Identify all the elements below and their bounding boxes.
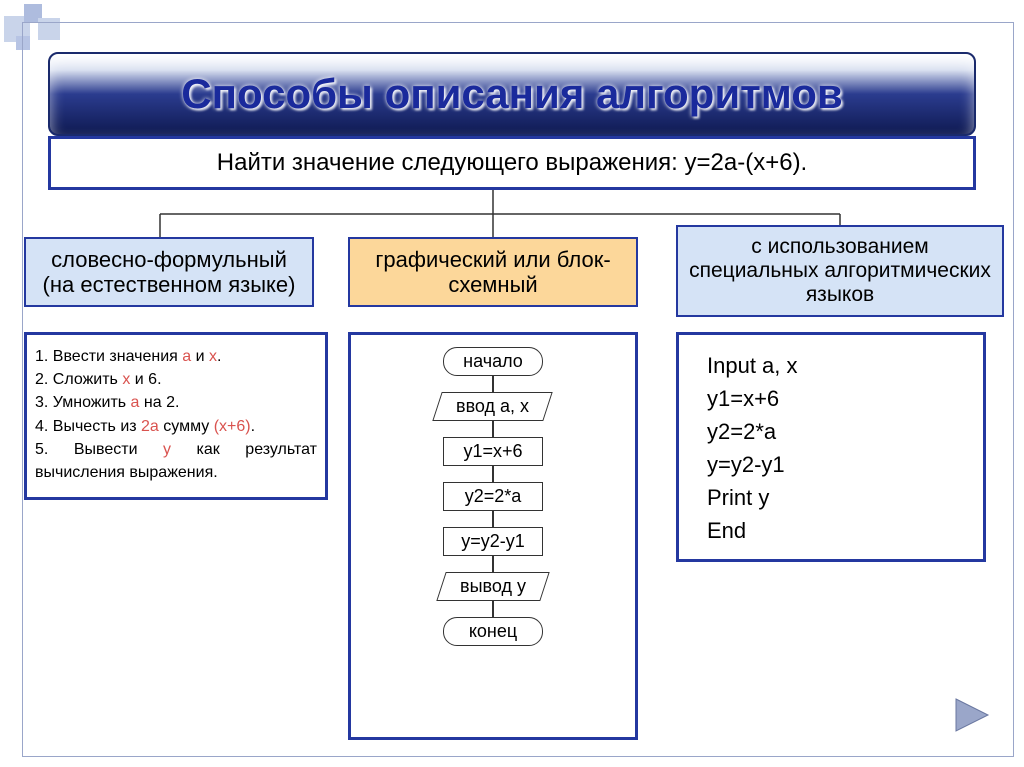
code-line: y=y2-y1 bbox=[707, 448, 955, 481]
method-label: словесно-формульный (на естественном язы… bbox=[32, 247, 306, 298]
code-line: End bbox=[707, 514, 955, 547]
flowchart-node-p3: y=y2-y1 bbox=[443, 527, 543, 556]
method-label: с использованием специальных алгоритмиче… bbox=[684, 235, 996, 307]
task-text: Найти значение следующего выражения: y=2… bbox=[217, 149, 807, 177]
flowchart-node-end: конец bbox=[443, 617, 543, 646]
task-box: Найти значение следующего выражения: y=2… bbox=[48, 136, 976, 190]
title-bar: Способы описания алгоритмов bbox=[48, 52, 976, 136]
method-label: графический или блок-схемный bbox=[356, 247, 630, 298]
arrow-right-icon bbox=[950, 693, 994, 737]
method-box-graphic: графический или блок-схемный bbox=[348, 237, 638, 307]
code-line: Print y bbox=[707, 481, 955, 514]
method-box-language: с использованием специальных алгоритмиче… bbox=[676, 225, 1004, 317]
flowchart-connector bbox=[492, 511, 494, 527]
flowchart-connector bbox=[492, 601, 494, 617]
page-title: Способы описания алгоритмов bbox=[181, 70, 842, 118]
flowchart-box: начало ввод a, x y1=x+6 y2=2*a y=y2-y1 вывод … bbox=[348, 332, 638, 740]
code-line: y1=x+6 bbox=[707, 382, 955, 415]
flowchart-node-p2: y2=2*a bbox=[443, 482, 543, 511]
flowchart-node-p1: y1=x+6 bbox=[443, 437, 543, 466]
verbal-step: 1. Ввести значения a и x. bbox=[35, 345, 317, 368]
verbal-step: 4. Вычесть из 2a сумму (x+6). bbox=[35, 415, 317, 438]
verbal-step: 2. Сложить x и 6. bbox=[35, 368, 317, 391]
flowchart-node-output: вывод y bbox=[436, 572, 549, 601]
flowchart-connector bbox=[492, 466, 494, 482]
verbal-description-box: 1. Ввести значения a и x.2. Сложить x и … bbox=[24, 332, 328, 500]
code-line: Input a, x bbox=[707, 349, 955, 382]
flowchart-connector bbox=[492, 556, 494, 572]
code-box: Input a, xy1=x+6y2=2*ay=y2-y1Print yEnd bbox=[676, 332, 986, 562]
flowchart: начало ввод a, x y1=x+6 y2=2*a y=y2-y1 вывод … bbox=[351, 335, 635, 737]
flowchart-connector bbox=[492, 376, 494, 392]
verbal-step: 5. Вывести y как результат вычисления вы… bbox=[35, 438, 317, 484]
code-line: y2=2*a bbox=[707, 415, 955, 448]
flowchart-node-input: ввод a, x bbox=[433, 392, 553, 421]
method-box-verbal: словесно-формульный (на естественном язы… bbox=[24, 237, 314, 307]
next-slide-button[interactable] bbox=[950, 693, 994, 737]
verbal-step: 3. Умножить a на 2. bbox=[35, 391, 317, 414]
flowchart-node-start: начало bbox=[443, 347, 543, 376]
flowchart-connector bbox=[492, 421, 494, 437]
